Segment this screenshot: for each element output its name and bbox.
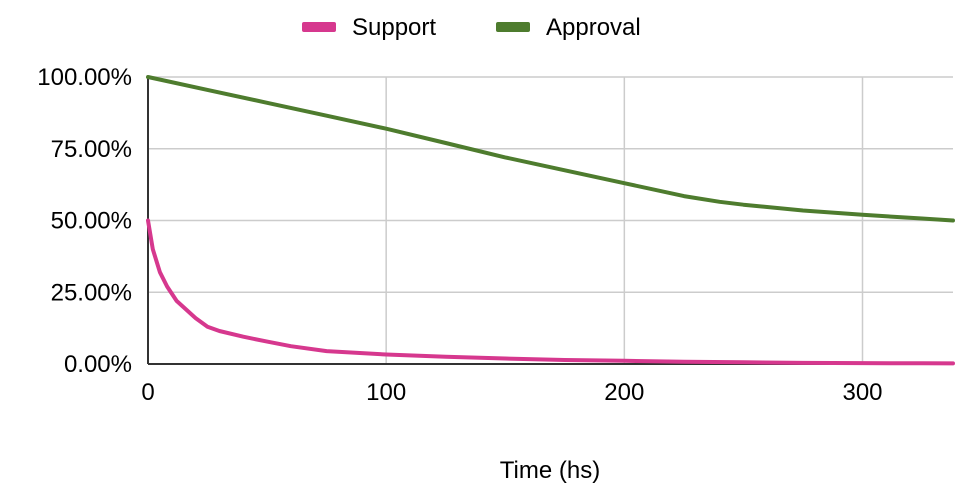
tick-labels: 0.00% 25.00% 50.00% 75.00% 100.00% 0 100 200 300 [37,64,882,406]
y-tick-label: 50.00% [51,208,132,235]
legend-swatch-approval [496,22,530,32]
y-tick-label: 100.00% [37,64,132,91]
x-axis-title: Time (hs) [500,457,600,484]
series-lines [146,75,955,366]
y-tick-label: 75.00% [51,136,132,163]
legend-swatch-support [302,22,336,32]
legend-label-support: Support [352,14,436,41]
x-tick-label: 300 [842,379,882,406]
legend-label-approval: Approval [546,14,641,41]
x-tick-label: 200 [604,379,644,406]
x-tick-label: 0 [141,379,154,406]
series-line-support [146,218,955,366]
y-tick-label: 25.00% [51,279,132,306]
y-tick-label: 0.00% [64,351,132,378]
x-tick-label: 100 [366,379,406,406]
series-line-approval [146,75,955,223]
gridlines [148,76,953,364]
legend: Support Approval [302,14,641,41]
